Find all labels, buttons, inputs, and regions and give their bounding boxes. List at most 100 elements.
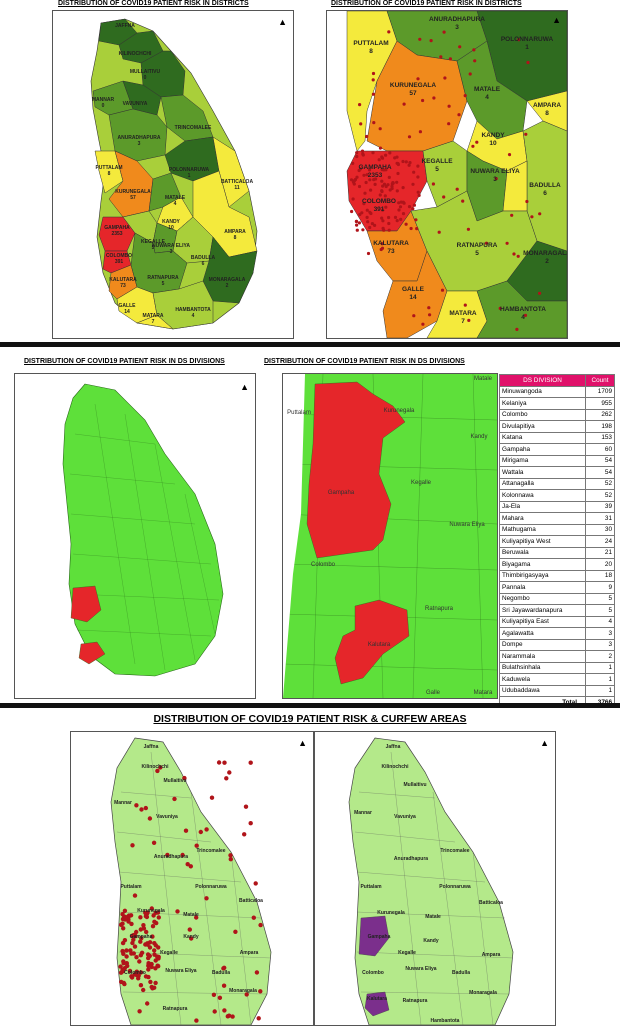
district-count: 4 — [192, 313, 195, 319]
patient-dot — [221, 966, 226, 971]
patient-dot — [382, 168, 386, 172]
patient-dot — [129, 975, 135, 980]
patient-dot — [194, 843, 199, 848]
patient-dot — [139, 936, 144, 941]
patient-dot — [396, 171, 400, 176]
ds-division-name: Pannala — [499, 581, 586, 594]
district-label: MATALE — [165, 195, 186, 201]
district-label: Ratnapura — [163, 1006, 188, 1012]
patient-dot — [365, 173, 369, 177]
ds-division-name: Udubaddawa — [499, 684, 586, 697]
district-label: Polonnaruwa — [195, 884, 227, 890]
ds-division-count: 2 — [584, 650, 616, 663]
patient-dot — [126, 919, 131, 924]
ds-division-name: Sri Jayawardanapura — [499, 604, 586, 617]
district-map-title-left: DISTRIBUTION OF COVID19 PATIENT RISK IN … — [58, 0, 249, 7]
patient-dot — [243, 804, 249, 809]
ds-division-count: 198 — [584, 420, 616, 433]
table-row: Minuwangoda 1709 — [499, 385, 616, 398]
patient-dot — [402, 102, 406, 106]
patient-dot — [153, 966, 158, 971]
ds-division-name: Ja-Ela — [499, 500, 586, 513]
district-label: AMPARA — [533, 102, 561, 109]
patient-dot — [416, 175, 420, 179]
ds-division-count: 4 — [584, 615, 616, 628]
ds-division-count: 52 — [584, 477, 616, 490]
patient-dot — [390, 186, 394, 191]
district-label: COLOMBO — [106, 253, 132, 259]
district-label: KANDY — [481, 132, 505, 139]
district-label: Mannar — [354, 810, 372, 816]
ds-map-left[interactable]: ▲ — [14, 373, 256, 699]
district-label: Ampara — [482, 952, 501, 958]
ds-region-label: Kalutara — [368, 642, 391, 648]
patient-dot — [149, 984, 154, 990]
patient-dot — [358, 103, 362, 107]
patient-dot — [466, 227, 470, 231]
table-row: Kuliyapitiya East 4 — [499, 615, 616, 628]
patient-dot — [447, 122, 451, 126]
curfew-map-right[interactable]: Jaffna Kilinochchi Mullaitivu Mannar Vavuniy… — [314, 731, 556, 1026]
district-count: 5 — [152, 245, 155, 251]
section-separator — [0, 342, 620, 347]
patient-dot — [526, 60, 530, 65]
patient-dot — [443, 76, 447, 80]
patient-dot — [371, 78, 375, 82]
ds-division-name: Kolonnawa — [499, 489, 586, 502]
table-row: Katana 153 — [499, 431, 616, 444]
ds-division-name: Mathugama — [499, 523, 586, 536]
district-label: MATARA — [449, 310, 477, 317]
district-label: Vavuniya — [394, 814, 416, 820]
ds-division-name: Beruwala — [499, 546, 586, 559]
district-count: 391 — [115, 259, 124, 265]
patient-dot — [431, 182, 435, 186]
table-row: Ja-Ela 39 — [499, 500, 616, 513]
district-label: Anuradhapura — [154, 854, 188, 860]
patient-dot — [387, 175, 391, 179]
patient-dot — [121, 951, 126, 956]
patient-dot — [227, 770, 232, 775]
patient-dot — [437, 230, 441, 234]
district-label: Ratnapura — [403, 998, 428, 1004]
table-header-count: Count — [584, 374, 616, 387]
patient-dot — [153, 910, 158, 915]
patient-dot — [228, 853, 233, 858]
patient-dot — [384, 184, 388, 189]
district-map-right[interactable]: ANURADHAPURA 3 PUTTALAM 8 POLONNARUWA 1 KURUNE… — [326, 10, 568, 339]
patient-dot — [447, 104, 451, 108]
patient-dot — [351, 161, 355, 165]
patient-dot — [134, 929, 139, 935]
patient-dot — [188, 864, 193, 869]
district-label: Mannar — [114, 800, 132, 806]
patient-dot — [475, 140, 479, 144]
patient-dot — [357, 221, 361, 225]
district-label: Gampaha — [368, 934, 391, 940]
patient-dot — [381, 219, 385, 223]
district-count: 1 — [525, 44, 529, 51]
ds-division-name: Kuliyapitiya West — [499, 535, 586, 548]
patient-dot — [498, 306, 502, 310]
patient-dot — [494, 177, 498, 181]
district-label: COLOMBO — [362, 198, 396, 205]
patient-dot — [146, 963, 151, 968]
patient-dot — [429, 39, 433, 43]
district-count: 2 — [226, 283, 229, 289]
patient-dot — [515, 327, 519, 331]
ds-map-right-zoom[interactable]: Matale Puttalam Kurunegala Kandy Gampaha Kega… — [282, 373, 498, 699]
district-label: Badulla — [212, 970, 230, 976]
ds-division-count: 21 — [584, 546, 616, 559]
patient-dot — [538, 291, 542, 295]
district-map-left[interactable]: JAFFNA KILINOCHCHI MULLAITIVU 0 MANNAR 0 VAVUN… — [52, 10, 294, 339]
patient-dot — [152, 948, 157, 953]
patient-dot — [129, 921, 134, 927]
district-count: 14 — [409, 294, 417, 301]
patient-dot — [387, 30, 391, 34]
patient-dot — [183, 828, 189, 833]
table-row: Kolonnawa 52 — [499, 489, 616, 502]
curfew-map-left[interactable]: Jaffna Kilinochchi Mullaitivu Mannar Vavuniy… — [70, 731, 314, 1026]
district-label: GAMPAHA — [358, 164, 391, 171]
patient-dot — [172, 796, 177, 802]
patient-dot — [505, 241, 509, 245]
patient-dot — [448, 57, 452, 61]
district-label: VAVUNIYA — [123, 101, 148, 107]
